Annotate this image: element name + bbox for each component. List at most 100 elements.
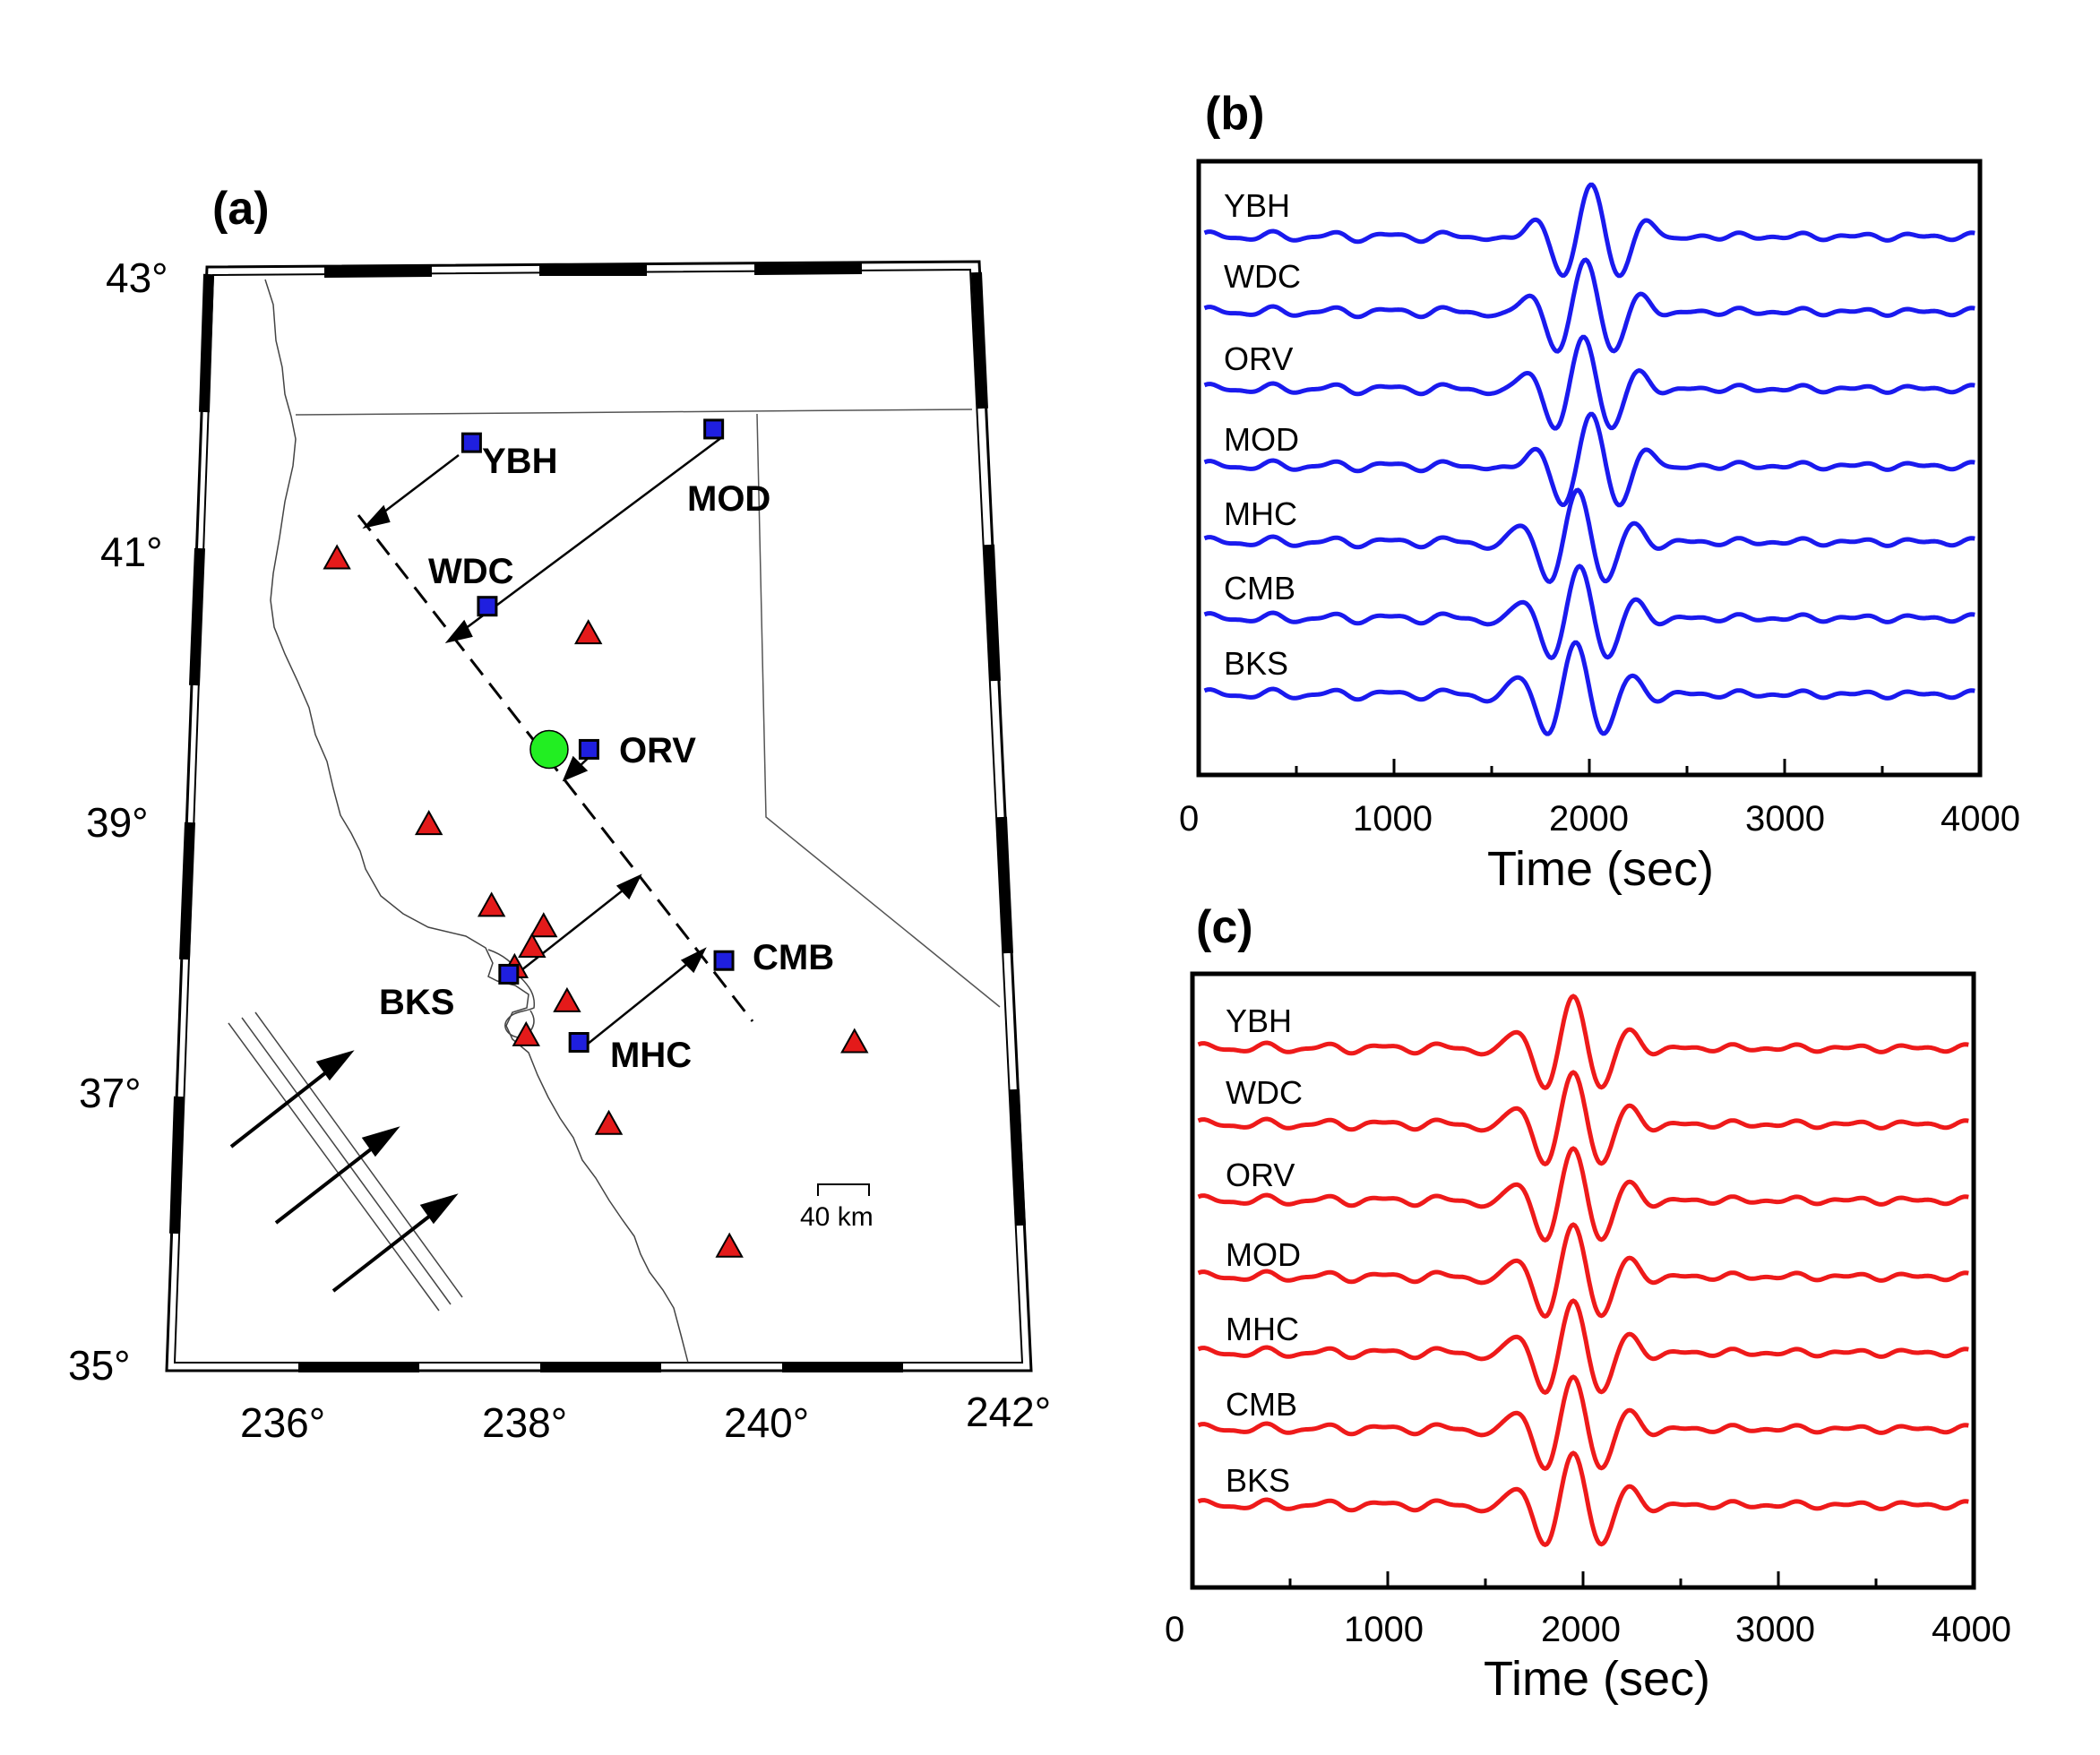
volcano-marker-0 (323, 544, 351, 570)
trace-label-c-bks: BKS (1226, 1462, 1290, 1499)
station-label-ybh: YBH (482, 442, 557, 481)
lon-tick-236: 236° (240, 1399, 325, 1446)
volcano-marker-10 (715, 1232, 744, 1258)
x-tick-label-c-3000: 3000 (1735, 1610, 1815, 1649)
station-marker-wdc (477, 596, 498, 617)
trace-label-c-ybh: YBH (1226, 1002, 1292, 1039)
volcano-marker-8 (512, 1020, 540, 1046)
station-marker-orv (578, 738, 599, 760)
c-trace-ybh (1197, 994, 1969, 1090)
trace-label-c-mod: MOD (1226, 1236, 1301, 1273)
b-trace-mhc (1203, 487, 1975, 584)
x-tick-label-c-2000: 2000 (1541, 1610, 1621, 1649)
station-label-wdc: WDC (428, 552, 514, 591)
wavefront-lines (228, 1011, 463, 1312)
event-layer (529, 729, 569, 770)
x-ticks-b (1197, 759, 1982, 775)
trace-label-b-bks: BKS (1224, 645, 1288, 682)
station-marker-cmb (713, 950, 735, 971)
lat-tick-35: 35° (68, 1342, 131, 1389)
plot-frame-c (1190, 971, 1976, 1590)
b-trace-mod (1203, 411, 1975, 508)
lon-tick-238: 238° (482, 1399, 567, 1446)
trace-label-b-ybh: YBH (1224, 187, 1290, 224)
lon-tick-240: 240° (724, 1399, 809, 1446)
event-marker (529, 729, 569, 770)
c-trace-bks (1197, 1450, 1969, 1547)
panel-label-a: (a) (212, 183, 270, 235)
b-trace-ybh (1203, 182, 1975, 279)
x-tick-label-c-0: 0 (1165, 1610, 1184, 1649)
volcano-marker-3 (477, 891, 506, 917)
b-trace-orv (1203, 334, 1975, 431)
trace-label-b-orv: ORV (1224, 340, 1293, 377)
waveform-panel-c: (c) 0 1000 2000 3000 4000 Time (sec) YBH… (1165, 901, 2011, 1706)
trace-label-b-wdc: WDC (1224, 258, 1301, 295)
volcano-marker-4 (529, 912, 558, 938)
station-label-orv: ORV (619, 731, 696, 770)
map-frame-ticks (169, 263, 1026, 1372)
source-line (357, 514, 754, 1022)
station-marker-bks (498, 963, 520, 985)
volcano-marker-9 (594, 1109, 624, 1135)
volcano-marker-11 (840, 1028, 869, 1054)
nevada-border (756, 413, 1001, 1008)
c-trace-orv (1197, 1146, 1969, 1243)
c-trace-wdc (1197, 1070, 1969, 1166)
station-label-bks: BKS (379, 983, 454, 1022)
volcano-marker-1 (574, 619, 603, 645)
lon-tick-242: 242° (966, 1389, 1051, 1435)
trace-label-b-cmb: CMB (1224, 570, 1295, 607)
b-trace-wdc (1203, 257, 1975, 354)
map-inner-frame (173, 268, 1024, 1364)
trace-label-b-mod: MOD (1224, 421, 1299, 458)
station-marker-mod (703, 418, 725, 440)
panel-label-c: (c) (1196, 901, 1253, 953)
volcano-marker-2 (414, 810, 443, 836)
x-tick-label-b-4000: 4000 (1941, 799, 2020, 839)
station-marker-mhc (568, 1032, 590, 1054)
x-tick-label-c-1000: 1000 (1344, 1610, 1424, 1649)
trace-label-c-orv: ORV (1226, 1157, 1295, 1193)
x-tick-label-b-1000: 1000 (1353, 799, 1433, 839)
trace-label-c-wdc: WDC (1226, 1074, 1303, 1111)
lat-tick-39: 39° (86, 799, 149, 846)
panel-label-b: (b) (1205, 88, 1264, 140)
volcano-marker-7 (553, 986, 581, 1012)
lat-tick-41: 41° (100, 529, 163, 575)
x-tick-label-b-2000: 2000 (1549, 799, 1629, 839)
x-tick-label-c-4000: 4000 (1932, 1610, 2011, 1649)
b-trace-cmb (1203, 563, 1975, 660)
lat-tick-43: 43° (106, 254, 168, 301)
map-panel: (a) 43° 41° 39° 37° 35° 236° 2 (68, 183, 1051, 1446)
station-marker-ybh (460, 432, 482, 453)
x-tick-label-b-3000: 3000 (1745, 799, 1825, 839)
x-tick-label-b-0: 0 (1179, 799, 1199, 839)
propagation-arrows (229, 1050, 459, 1293)
station-label-mod: MOD (687, 479, 770, 519)
map-frame (165, 260, 1033, 1372)
scale-bar-label: 40 km (800, 1202, 874, 1232)
traces-b (1203, 182, 1975, 736)
scale-bar (817, 1183, 870, 1196)
station-label-cmb: CMB (753, 938, 834, 977)
traces-c (1197, 994, 1969, 1547)
coastline (264, 279, 689, 1364)
c-trace-mhc (1197, 1298, 1969, 1395)
lat-tick-37: 37° (79, 1070, 142, 1116)
trace-label-c-mhc: MHC (1226, 1311, 1299, 1347)
c-trace-mod (1197, 1222, 1969, 1319)
x-ticks-c (1191, 1571, 1975, 1587)
trace-label-b-mhc: MHC (1224, 495, 1297, 532)
b-trace-bks (1203, 640, 1975, 736)
x-axis-label-c: Time (sec) (1484, 1652, 1710, 1706)
waveform-panel-b: (b) 0 1000 2000 3000 4000 Time (sec) YBH… (1179, 88, 2020, 896)
c-trace-cmb (1197, 1374, 1969, 1471)
volcano-marker-5 (518, 932, 547, 959)
oregon-border (295, 409, 973, 416)
x-axis-label-b: Time (sec) (1487, 842, 1714, 896)
station-label-mhc: MHC (610, 1036, 692, 1075)
trace-label-c-cmb: CMB (1226, 1386, 1297, 1423)
station-layer (460, 418, 735, 1054)
